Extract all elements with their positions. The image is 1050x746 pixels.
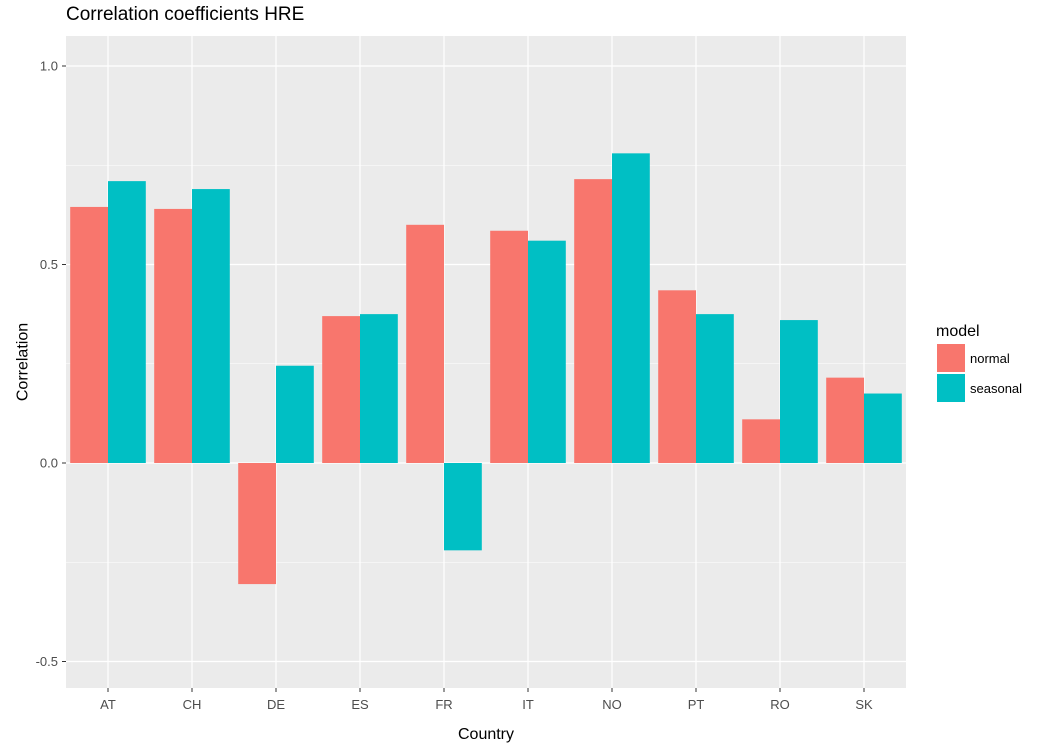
chart-title: Correlation coefficients HRE xyxy=(66,4,305,25)
bar-seasonal-AT xyxy=(108,181,146,463)
y-axis-title: Correlation xyxy=(15,323,32,401)
x-axis-title: Country xyxy=(458,726,514,743)
y-tick-label: 1.0 xyxy=(40,59,58,74)
bar-normal-IT xyxy=(490,230,528,463)
legend-title: model xyxy=(936,323,980,340)
bar-seasonal-DE xyxy=(276,365,314,463)
y-tick-label: 0.0 xyxy=(40,456,58,471)
x-tick-label: NO xyxy=(602,697,622,712)
legend-label-seasonal: seasonal xyxy=(970,381,1022,396)
x-tick-label: IT xyxy=(522,697,534,712)
x-tick-label: FR xyxy=(435,697,452,712)
bar-seasonal-IT xyxy=(528,240,566,463)
bar-seasonal-CH xyxy=(192,189,230,463)
y-tick-label: -0.5 xyxy=(36,654,58,669)
legend-label-normal: normal xyxy=(970,351,1010,366)
bar-seasonal-FR xyxy=(444,463,482,551)
bar-seasonal-NO xyxy=(612,153,650,463)
bar-normal-ES xyxy=(322,316,360,463)
bar-seasonal-SK xyxy=(864,393,902,463)
bar-normal-CH xyxy=(154,208,192,463)
x-tick-label: AT xyxy=(100,697,116,712)
bar-normal-AT xyxy=(70,206,108,463)
x-axis: AT CH DE ES FR IT NO PT RO SK xyxy=(100,688,873,712)
bars xyxy=(70,153,902,585)
x-tick-label: SK xyxy=(855,697,873,712)
legend-key-normal xyxy=(937,344,965,372)
x-tick-label: DE xyxy=(267,697,285,712)
bar-seasonal-PT xyxy=(696,314,734,463)
bar-normal-RO xyxy=(742,419,780,463)
y-tick-label: 0.5 xyxy=(40,257,58,272)
bar-normal-NO xyxy=(574,179,612,463)
bar-normal-DE xyxy=(238,463,276,585)
bar-seasonal-RO xyxy=(780,320,818,463)
x-tick-label: PT xyxy=(688,697,705,712)
bar-normal-PT xyxy=(658,290,696,463)
y-axis: -0.5 0.0 0.5 1.0 xyxy=(36,59,66,669)
bar-seasonal-ES xyxy=(360,314,398,463)
bar-normal-SK xyxy=(826,377,864,463)
legend-key-seasonal xyxy=(937,374,965,402)
legend: model normal seasonal xyxy=(936,323,1022,402)
x-tick-label: CH xyxy=(183,697,202,712)
bar-normal-FR xyxy=(406,224,444,463)
x-tick-label: RO xyxy=(770,697,790,712)
x-tick-label: ES xyxy=(351,697,369,712)
